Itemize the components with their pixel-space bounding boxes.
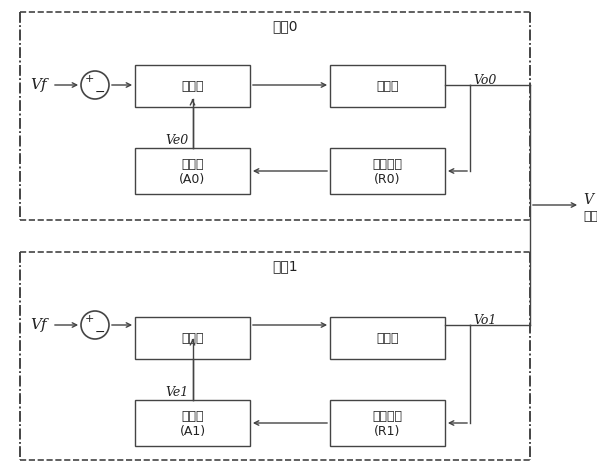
Text: 校正器: 校正器	[181, 157, 204, 171]
Text: 逆变器: 逆变器	[376, 331, 399, 345]
Bar	[135, 65, 250, 107]
Text: (A1): (A1)	[180, 426, 205, 438]
Text: Vf: Vf	[30, 78, 47, 92]
Bar	[330, 65, 445, 107]
Text: 校正器: 校正器	[181, 410, 204, 422]
Text: (R1): (R1)	[374, 426, 401, 438]
Text: +: +	[84, 74, 94, 84]
Text: 控制器: 控制器	[181, 80, 204, 92]
Text: 逆变器: 逆变器	[376, 80, 399, 92]
Text: 采样电路: 采样电路	[373, 410, 402, 422]
Text: V: V	[583, 193, 593, 207]
Text: 从机1: 从机1	[272, 259, 298, 273]
Text: 输出: 输出	[583, 210, 597, 224]
Text: Vf: Vf	[30, 318, 47, 332]
Text: Vo0: Vo0	[473, 73, 496, 86]
Text: Ve0: Ve0	[165, 134, 189, 146]
Text: −: −	[95, 85, 105, 99]
Text: +: +	[84, 314, 94, 324]
Text: −: −	[95, 326, 105, 338]
Text: Ve1: Ve1	[165, 385, 189, 399]
Text: 控制器: 控制器	[181, 331, 204, 345]
Text: Vo1: Vo1	[473, 313, 496, 327]
Bar	[330, 148, 445, 194]
Text: (A0): (A0)	[179, 173, 205, 186]
Bar	[135, 317, 250, 359]
Bar	[135, 148, 250, 194]
Bar	[330, 400, 445, 446]
Text: (R0): (R0)	[374, 173, 401, 186]
Bar	[135, 400, 250, 446]
Bar	[330, 317, 445, 359]
Text: 主机0: 主机0	[272, 19, 298, 33]
Text: 采样电路: 采样电路	[373, 157, 402, 171]
